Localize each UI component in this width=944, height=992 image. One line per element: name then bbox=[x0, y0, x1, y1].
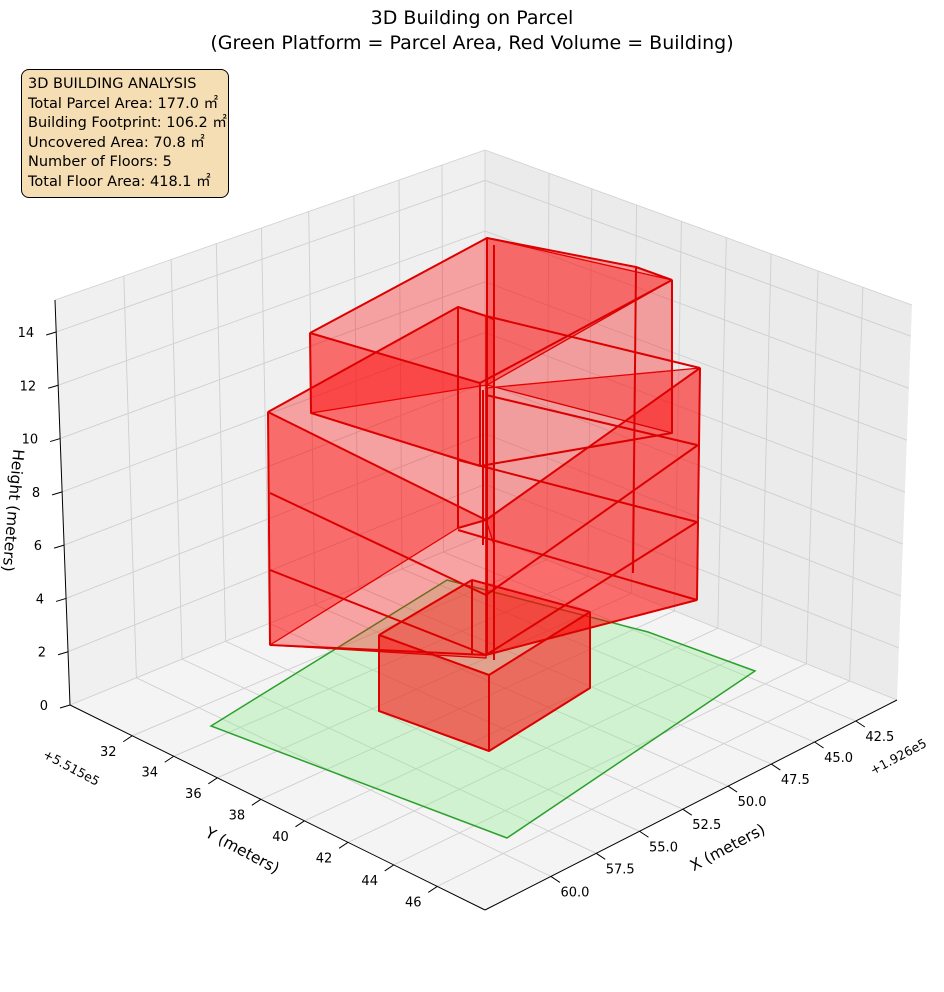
info-line-footprint: Building Footprint: 106.2 ㎡ bbox=[28, 115, 227, 131]
z-tick-label: 12 bbox=[20, 379, 37, 394]
building-edge bbox=[457, 459, 698, 523]
tick-labels: 02468101214323436384042444642.545.047.55… bbox=[18, 326, 895, 910]
z-tick bbox=[49, 438, 61, 443]
z-tick bbox=[48, 384, 59, 389]
z-tick-label: 2 bbox=[38, 646, 46, 661]
y-offset-label: +5.515e5 bbox=[41, 746, 103, 788]
x-tick-label: 52.5 bbox=[692, 818, 721, 833]
z-grid-line bbox=[69, 534, 898, 706]
building-edge bbox=[479, 280, 673, 467]
building-edge bbox=[485, 599, 698, 656]
y-tick bbox=[427, 886, 438, 893]
z-tick bbox=[55, 597, 67, 602]
back-left-pane bbox=[55, 150, 485, 705]
z-grid-line bbox=[56, 179, 911, 337]
x-tick bbox=[814, 741, 824, 749]
x-tick-label: 47.5 bbox=[781, 773, 810, 788]
y-tick bbox=[295, 820, 305, 828]
y-tick-label: 32 bbox=[100, 745, 117, 760]
x-tick-label: 57.5 bbox=[606, 862, 635, 877]
x-axis-line bbox=[484, 699, 898, 911]
building-edge bbox=[378, 579, 473, 636]
chart-title-line2: (Green Platform = Parcel Area, Red Volum… bbox=[210, 32, 734, 54]
z-tick bbox=[51, 491, 63, 496]
parcel-platform bbox=[209, 579, 757, 839]
z-tick-label: 4 bbox=[36, 592, 44, 607]
floor-pane bbox=[70, 535, 897, 910]
z-tick-label: 14 bbox=[18, 326, 35, 341]
y-tick-label: 34 bbox=[141, 765, 158, 780]
x-tick bbox=[855, 720, 866, 728]
x-tick-label: 60.0 bbox=[560, 885, 589, 900]
z-grid-line bbox=[63, 382, 904, 546]
building-edge bbox=[267, 411, 271, 646]
y-tick bbox=[338, 841, 349, 849]
building-edge bbox=[309, 332, 481, 467]
building-volume bbox=[267, 237, 701, 752]
chart-title-line1: 3D Building on Parcel bbox=[370, 7, 574, 29]
y-tick-label: 42 bbox=[316, 851, 333, 866]
x-tick-label: 50.0 bbox=[738, 795, 767, 810]
x-tick bbox=[682, 808, 693, 816]
info-line-uncovered: Uncovered Area: 70.8 ㎡ bbox=[28, 134, 205, 151]
y-tick bbox=[122, 735, 133, 743]
y-tick-label: 46 bbox=[405, 895, 422, 910]
info-line-floor-area: Total Floor Area: 418.1 ㎡ bbox=[28, 173, 211, 190]
y-axis-label: Y (meters) bbox=[201, 823, 282, 877]
info-line-floors: Number of Floors: 5 bbox=[28, 154, 172, 170]
z-tick bbox=[46, 331, 57, 336]
x-tick-label: 55.0 bbox=[649, 840, 678, 855]
y-tick bbox=[251, 798, 262, 806]
info-line-heading: 3D BUILDING ANALYSIS bbox=[28, 76, 197, 92]
y-tick bbox=[164, 755, 175, 763]
x-tick bbox=[550, 875, 561, 883]
z-grid-line bbox=[67, 483, 900, 653]
z-grid-line bbox=[65, 433, 902, 599]
building-edge bbox=[378, 612, 591, 752]
z-tick-label: 10 bbox=[22, 433, 39, 448]
z-axis-label: Height (meters) bbox=[0, 448, 27, 572]
x-tick bbox=[771, 763, 781, 771]
building-edge bbox=[696, 367, 701, 601]
y-axis-line bbox=[69, 704, 486, 911]
y-tick bbox=[384, 864, 394, 872]
y-tick-label: 38 bbox=[229, 808, 246, 823]
x-tick bbox=[639, 830, 649, 838]
y-tick bbox=[208, 777, 218, 785]
z-tick bbox=[59, 704, 71, 709]
building-face bbox=[457, 306, 487, 529]
z-tick-label: 0 bbox=[40, 699, 48, 714]
info-line-parcel-area: Total Parcel Area: 177.0 ㎡ bbox=[28, 95, 219, 112]
building-edge bbox=[457, 519, 487, 529]
y-tick-label: 44 bbox=[361, 874, 378, 889]
building-edge bbox=[309, 237, 673, 334]
z-grid-line bbox=[59, 281, 908, 441]
z-tick bbox=[57, 651, 69, 656]
x-tick bbox=[727, 785, 738, 793]
y-tick-label: 40 bbox=[272, 830, 289, 845]
z-axis-line bbox=[54, 299, 71, 706]
analysis-info-box: 3D BUILDING ANALYSIS Total Parcel Area: … bbox=[21, 69, 229, 198]
building-edge bbox=[485, 394, 698, 446]
z-grid-line bbox=[61, 331, 906, 493]
x-tick-label: 45.0 bbox=[824, 751, 853, 766]
x-tick-label: 42.5 bbox=[865, 730, 894, 745]
z-grid-line bbox=[58, 230, 909, 389]
z-tick-label: 6 bbox=[34, 539, 42, 554]
z-tick bbox=[53, 544, 65, 549]
z-tick-label: 8 bbox=[32, 486, 40, 501]
building-edge bbox=[471, 579, 591, 613]
y-tick-label: 36 bbox=[185, 787, 202, 802]
building-edge bbox=[267, 306, 701, 413]
x-tick bbox=[595, 852, 606, 860]
building-edge bbox=[457, 529, 698, 601]
building-edge bbox=[632, 266, 637, 574]
building-edge bbox=[269, 644, 487, 656]
